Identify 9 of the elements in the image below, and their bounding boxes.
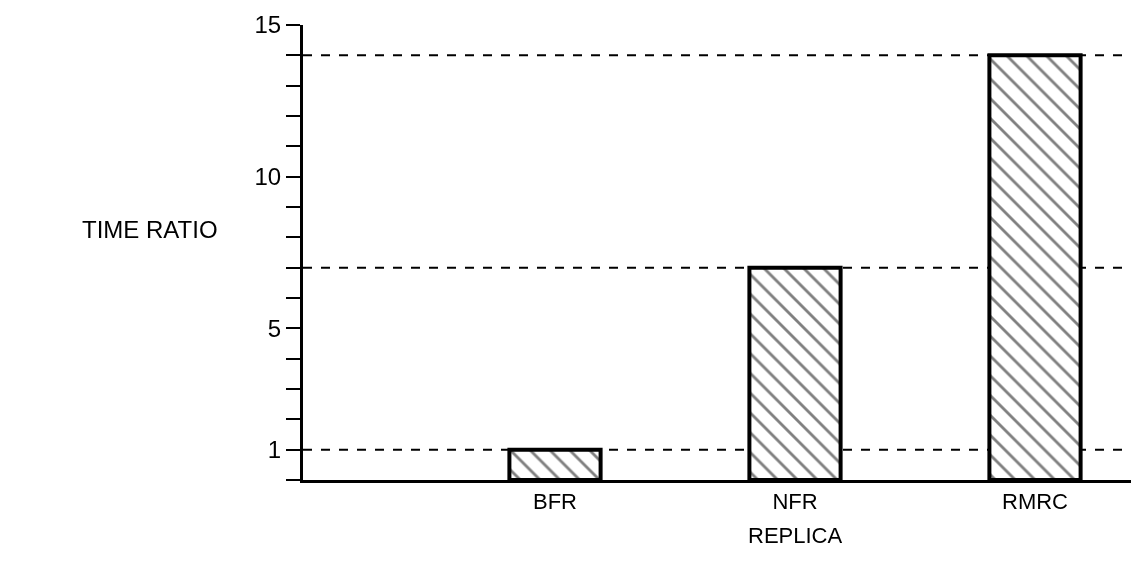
- y-tick-label: 15: [254, 11, 282, 39]
- x-tick-label: NFR: [772, 489, 818, 515]
- y-tick-label: 5: [267, 314, 282, 342]
- y-tick-label: 10: [254, 163, 282, 191]
- x-tick-label: RMRC: [1002, 489, 1069, 515]
- y-axis-title: TIME RATIO: [82, 216, 218, 243]
- x-tick-label: BFR: [533, 489, 577, 515]
- x-axis-title: REPLICA: [748, 523, 843, 548]
- y-tick-label: 1: [267, 436, 282, 464]
